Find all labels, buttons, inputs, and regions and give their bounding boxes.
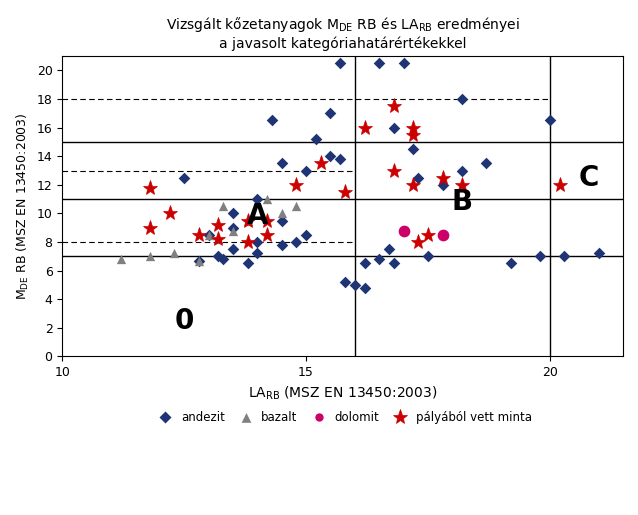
- Point: [593, 249, 604, 258]
- X-axis label: LA$_{\mathrm{RB}}$ (MSZ EN 13450:2003): LA$_{\mathrm{RB}}$ (MSZ EN 13450:2003): [248, 385, 438, 402]
- Point: [228, 224, 238, 232]
- Point: [276, 159, 286, 167]
- Point: [169, 249, 179, 258]
- Point: [252, 249, 262, 258]
- Point: [325, 109, 336, 117]
- Point: [242, 260, 253, 268]
- Point: [228, 245, 238, 253]
- Y-axis label: M$_{\mathrm{DE}}$ RB (MSZ EN 13450:2003): M$_{\mathrm{DE}}$ RB (MSZ EN 13450:2003): [15, 112, 31, 300]
- Point: [560, 252, 570, 261]
- Point: [438, 181, 448, 189]
- Legend: andezit, bazalt, dolomit, pályából vett minta: andezit, bazalt, dolomit, pályából vett …: [149, 406, 537, 428]
- Point: [145, 252, 155, 261]
- Point: [413, 174, 423, 182]
- Point: [335, 155, 345, 163]
- Point: [218, 202, 228, 211]
- Title: Vizsgált kőzetanyagok M$_{\mathrm{DE}}$ RB és LA$_{\mathrm{RB}}$ eredményei
a ja: Vizsgált kőzetanyagok M$_{\mathrm{DE}}$ …: [166, 15, 519, 51]
- Text: 0: 0: [174, 307, 194, 335]
- Point: [384, 245, 394, 253]
- Point: [267, 116, 277, 125]
- Point: [179, 174, 189, 182]
- Point: [218, 255, 228, 263]
- Point: [535, 252, 545, 261]
- Point: [291, 238, 301, 246]
- Point: [276, 216, 286, 225]
- Point: [389, 124, 399, 132]
- Point: [481, 159, 491, 167]
- Point: [335, 59, 345, 67]
- Point: [204, 231, 214, 239]
- Point: [423, 252, 433, 261]
- Point: [115, 255, 126, 263]
- Point: [399, 227, 409, 235]
- Point: [242, 216, 253, 225]
- Point: [194, 256, 204, 265]
- Point: [399, 59, 409, 67]
- Point: [325, 152, 336, 160]
- Point: [228, 209, 238, 217]
- Point: [545, 116, 555, 125]
- Point: [408, 145, 419, 153]
- Point: [389, 260, 399, 268]
- Point: [359, 284, 369, 292]
- Point: [374, 59, 384, 67]
- Point: [311, 135, 321, 143]
- Point: [252, 238, 262, 246]
- Point: [506, 260, 516, 268]
- Point: [438, 231, 448, 239]
- Point: [204, 231, 214, 239]
- Point: [213, 252, 223, 261]
- Text: A: A: [246, 202, 268, 230]
- Point: [374, 255, 384, 263]
- Text: B: B: [452, 188, 473, 216]
- Point: [301, 166, 311, 175]
- Point: [457, 166, 467, 175]
- Point: [457, 95, 467, 103]
- Point: [194, 256, 204, 265]
- Point: [291, 202, 301, 211]
- Point: [359, 260, 369, 268]
- Text: C: C: [579, 164, 599, 192]
- Point: [276, 241, 286, 249]
- Point: [340, 278, 350, 286]
- Point: [262, 195, 272, 203]
- Point: [213, 235, 223, 243]
- Point: [301, 231, 311, 239]
- Point: [228, 227, 238, 235]
- Point: [252, 195, 262, 203]
- Point: [276, 209, 286, 217]
- Point: [350, 281, 360, 289]
